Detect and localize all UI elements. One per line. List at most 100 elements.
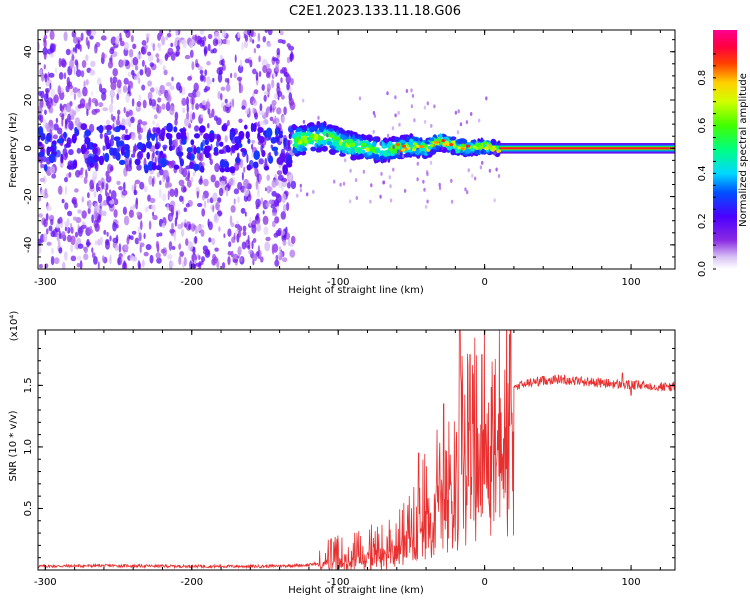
spectrogram-cell	[265, 202, 270, 208]
spectrogram-cell	[144, 64, 147, 75]
spectrogram-cell	[174, 217, 178, 227]
spectrogram-cell	[68, 171, 72, 178]
spectrogram-cell	[74, 231, 79, 238]
spectrogram-cell	[73, 201, 78, 209]
spectrogram-cell	[207, 123, 210, 129]
spectrogram-cell	[147, 51, 152, 56]
spectrogram-cell	[397, 151, 401, 156]
spectrogram-cell	[105, 240, 110, 250]
spectrogram-cell	[46, 241, 52, 246]
spectrogram-cell	[66, 234, 72, 243]
spectrogram-cell	[340, 135, 348, 140]
spectrogram-cell	[191, 96, 195, 105]
spectrogram-cell	[237, 64, 244, 74]
spectrogram-cell	[110, 164, 114, 172]
spectrogram-cell	[281, 193, 287, 204]
spectrogram-cell	[264, 241, 271, 252]
spectrogram-cell	[214, 213, 218, 222]
spectrogram-cell	[78, 170, 83, 176]
spectrogram-cell	[118, 159, 126, 165]
spectrogram-cell	[219, 54, 223, 61]
spectrogram-cell	[387, 140, 393, 148]
spectrogram-cell	[258, 55, 261, 63]
spectrogram-cell	[241, 171, 244, 181]
spectrogram-cell	[446, 143, 451, 146]
spectrogram-cell	[318, 126, 324, 133]
spectrogram-cell	[109, 254, 112, 265]
spectrogram-cell	[130, 116, 135, 124]
spectrogram-cell	[218, 226, 221, 232]
spectrogram-cell	[81, 210, 87, 219]
spectrogram-cell	[85, 171, 88, 179]
spectrogram-cell	[168, 137, 173, 147]
spectrogram-cell	[50, 255, 55, 266]
spectrogram-cell	[265, 236, 271, 242]
spectrogram-cell	[438, 182, 441, 187]
spectrogram-cell	[379, 141, 382, 146]
spectrogram-cell	[401, 154, 405, 159]
spectrogram-cell	[105, 124, 113, 131]
spectrogram-cell	[147, 80, 153, 87]
spectrogram-cell	[277, 174, 284, 181]
spectrogram-cell	[249, 59, 253, 68]
spectrogram-cell	[290, 180, 297, 190]
spectrogram-cell	[179, 251, 185, 257]
spectrogram-cell	[224, 166, 231, 173]
snr-xlabel: Height of straight line (km)	[288, 585, 424, 596]
spectrogram-cell	[264, 165, 270, 171]
spectrogram-cell	[115, 234, 119, 244]
spectrogram-cell	[224, 78, 229, 83]
spectrogram-cell	[44, 93, 49, 103]
spectrogram-cell	[141, 59, 145, 67]
spectrogram-cell	[150, 87, 155, 93]
spectrogram-cell	[185, 238, 189, 246]
snr-series-line	[38, 330, 675, 570]
spectrogram-cell	[53, 123, 59, 131]
spectrogram-cell	[339, 182, 342, 187]
spectrogram-cell	[202, 194, 205, 201]
spectrogram-cell	[97, 180, 102, 186]
spectrogram-cell	[357, 139, 360, 144]
spectrogram-cell	[434, 141, 439, 145]
spectrogram-cell	[283, 204, 287, 213]
x-tick-label: -300	[34, 277, 57, 288]
spectrogram-cell	[123, 144, 130, 151]
spectrogram-cell	[148, 220, 152, 230]
spectrogram-cell	[50, 218, 54, 226]
spectrogram-cell	[194, 34, 198, 42]
spectrogram-cell	[113, 198, 119, 206]
spectrogram-cell	[429, 137, 435, 141]
spectrogram-cell	[233, 72, 237, 79]
spectrogram-cell	[232, 258, 239, 263]
spectrogram-cell	[410, 88, 413, 93]
spectrogram-cell	[392, 167, 395, 172]
spectrogram-cell	[374, 138, 378, 142]
spectrogram-cell	[255, 179, 259, 190]
spectrogram-cell	[198, 178, 203, 185]
spectrogram-cell	[256, 223, 261, 232]
spectrogram-cell	[134, 76, 138, 81]
spectrogram-cell	[109, 235, 112, 242]
spectrogram-cell	[323, 120, 327, 127]
spectrogram-cell	[220, 93, 223, 101]
spectrogram-cell	[253, 161, 259, 169]
spectrogram-cell	[248, 249, 253, 255]
spectrogram-cell	[243, 186, 249, 197]
spectrogram-cell	[145, 141, 152, 149]
spectrogram-cell	[128, 109, 133, 116]
spectrogram-cell	[416, 161, 419, 166]
spectrogram-cell	[405, 136, 410, 142]
spectrogram-cell	[70, 90, 74, 96]
spectrogram-cell	[220, 176, 227, 181]
spectrogram-cell	[81, 197, 84, 203]
spectrogram-cell	[475, 147, 479, 150]
spectrogram-cell	[128, 234, 131, 240]
spectrogram-cell	[123, 244, 129, 251]
spectrogram-cell	[450, 178, 453, 183]
spectrogram-cell	[276, 107, 282, 115]
spectrogram-cell	[372, 141, 377, 148]
spectrogram-cell	[219, 167, 225, 173]
spectrogram-cell	[176, 132, 181, 140]
spectrogram-cell	[61, 231, 66, 239]
spectrogram-cell	[190, 176, 194, 183]
